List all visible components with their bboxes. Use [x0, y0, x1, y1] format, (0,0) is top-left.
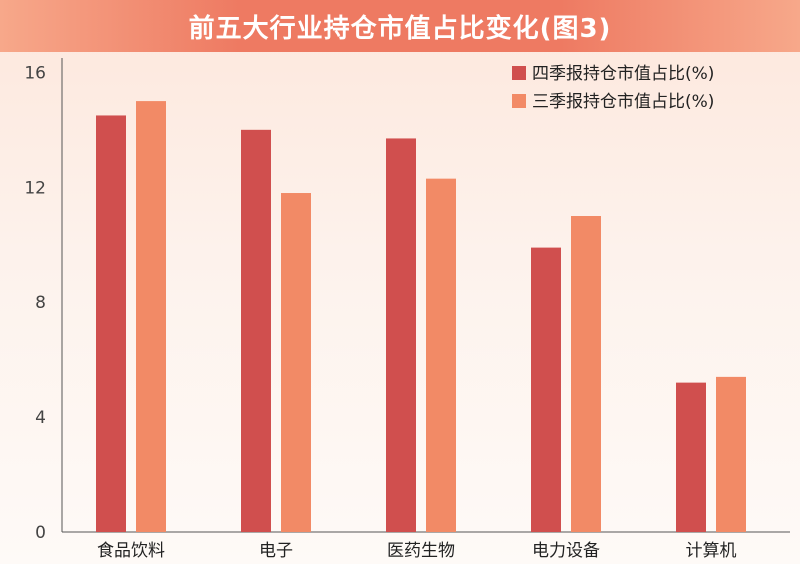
bar-q3 — [281, 193, 311, 532]
y-tick-label: 12 — [24, 178, 46, 198]
bar-q4 — [96, 115, 126, 533]
legend-label: 四季报持仓市值占比(%) — [532, 64, 714, 84]
y-tick-label: 16 — [24, 63, 46, 83]
legend-swatch — [512, 94, 526, 108]
y-tick-label: 0 — [35, 523, 46, 543]
y-tick-label: 8 — [35, 293, 46, 313]
bar-q3 — [136, 101, 166, 532]
bar-q4 — [386, 138, 416, 532]
bar-q4 — [241, 129, 271, 532]
legend-swatch — [512, 66, 526, 80]
x-category-label: 食品饮料 — [97, 541, 165, 561]
chart-title: 前五大行业持仓市值占比变化(图3) — [188, 13, 612, 44]
bar-q3 — [716, 376, 746, 532]
x-category-label: 医药生物 — [387, 541, 455, 561]
legend-label: 三季报持仓市值占比(%) — [532, 92, 714, 112]
x-category-label: 计算机 — [686, 541, 737, 561]
x-category-label: 电子 — [259, 541, 293, 561]
legend: 四季报持仓市值占比(%) 三季报持仓市值占比(%) — [512, 64, 714, 112]
bar-q4 — [676, 382, 706, 532]
bar-q3 — [426, 178, 456, 532]
y-tick-label: 4 — [35, 408, 46, 428]
y-axis-labels: 0 4 8 12 16 — [24, 63, 46, 543]
x-category-label: 电力设备 — [532, 541, 600, 561]
x-axis-labels: 食品饮料 电子 医药生物 电力设备 计算机 — [97, 541, 737, 561]
bar-q4 — [531, 247, 561, 532]
bars — [96, 101, 746, 533]
title-banner: 前五大行业持仓市值占比变化(图3) — [0, 0, 800, 52]
bar-q3 — [571, 216, 601, 532]
